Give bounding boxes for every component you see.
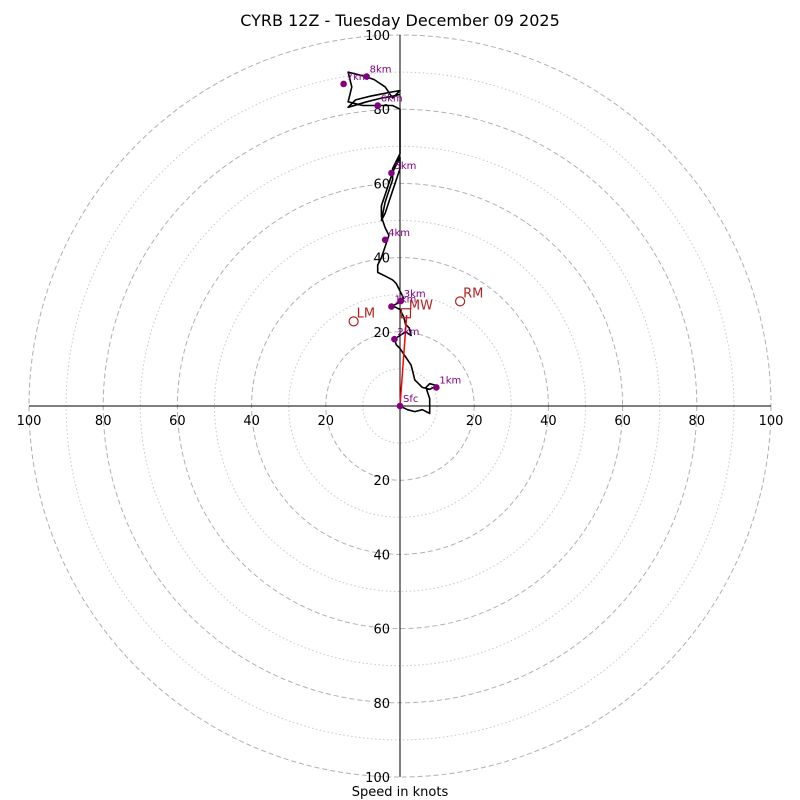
tick-label-right-20: 20	[466, 414, 483, 429]
height-label-7: 6km	[381, 93, 403, 104]
height-marker-3	[397, 297, 405, 305]
height-label-8: 7km	[347, 72, 369, 83]
tick-label-up-60: 60	[373, 177, 390, 192]
height-label-0: Sfc	[403, 394, 418, 405]
height-marker-9	[363, 73, 370, 80]
storm-label-rm: RM	[463, 286, 483, 301]
wind-profile	[347, 71, 438, 415]
tick-label-right-100: 100	[759, 414, 784, 429]
height-label-5: 4km	[388, 228, 410, 239]
height-marker-8	[340, 80, 347, 88]
tick-label-up-100: 100	[365, 29, 390, 44]
x-axis-label: Speed in knots	[352, 785, 449, 800]
height-label-9: 8km	[370, 65, 392, 76]
height-marker-1	[433, 384, 440, 391]
height-label-6: 5km	[394, 161, 416, 172]
tick-labels: 2020202040404040606060608080808010010010…	[17, 29, 784, 786]
tick-label-down-80: 80	[373, 697, 390, 712]
height-marker-0	[396, 402, 404, 410]
height-marker-5	[381, 236, 389, 244]
tick-label-down-60: 60	[373, 623, 390, 638]
storm-marker-rm	[455, 296, 466, 307]
height-marker-6	[388, 169, 395, 177]
tick-label-right-60: 60	[614, 414, 631, 429]
tick-label-right-40: 40	[540, 414, 557, 429]
tick-label-up-40: 40	[373, 252, 390, 267]
tick-label-left-60: 60	[169, 414, 186, 429]
shear-vector	[399, 315, 408, 407]
tick-label-left-100: 100	[17, 414, 42, 429]
tick-label-left-20: 20	[318, 414, 335, 429]
tick-label-down-40: 40	[373, 548, 390, 563]
tick-label-left-40: 40	[243, 414, 260, 429]
storm-motion-markers: RM LM MW	[348, 286, 483, 327]
tick-label-down-100: 100	[365, 771, 390, 786]
height-label-1: 1km	[439, 375, 461, 386]
storm-label-mw: MW	[409, 298, 433, 313]
height-label-3: 3km	[404, 289, 426, 300]
tick-label-right-80: 80	[689, 414, 706, 429]
chart-title: CYRB 12Z - Tuesday December 09 2025	[240, 11, 560, 30]
tick-label-up-20: 20	[373, 326, 390, 341]
storm-marker-mw	[400, 308, 412, 319]
height-label-2: 2km	[397, 327, 419, 338]
shear-vector-line	[399, 315, 408, 407]
tick-label-down-20: 20	[373, 474, 390, 489]
height-marker-7	[374, 102, 382, 109]
height-marker-4	[388, 303, 395, 310]
hodograph-line	[347, 71, 438, 415]
height-marker-2	[391, 335, 398, 343]
tick-label-left-80: 80	[95, 414, 112, 429]
storm-label-lm: LM	[357, 306, 375, 321]
storm-marker-lm	[348, 316, 359, 327]
height-label-4: 1km	[394, 295, 416, 306]
